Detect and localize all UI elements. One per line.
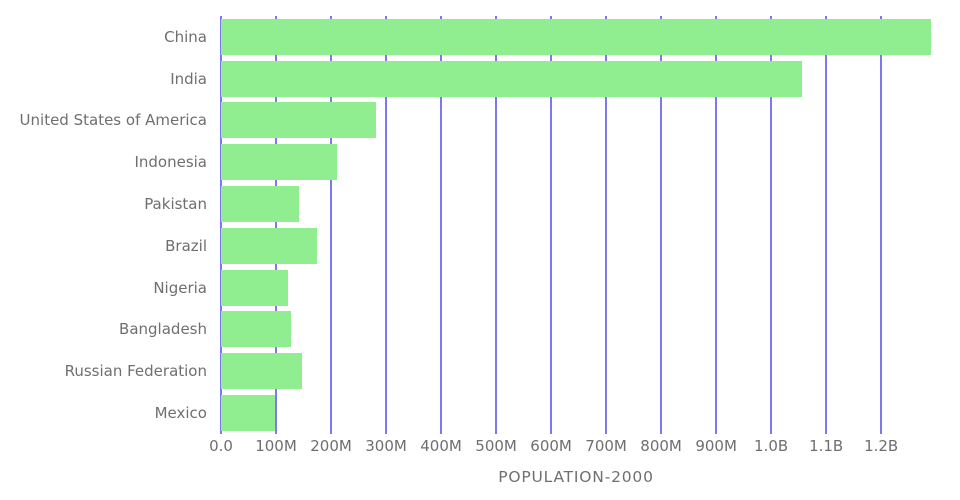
category-label: India xyxy=(170,69,207,88)
bar-row xyxy=(221,392,931,434)
category-label: Indonesia xyxy=(134,153,207,172)
gridline xyxy=(495,16,498,434)
x-tick-label: 900M xyxy=(695,437,737,455)
gridline xyxy=(220,16,222,434)
bar-row xyxy=(221,267,931,309)
bar-row xyxy=(221,16,931,58)
bar-row xyxy=(221,100,931,142)
gridline xyxy=(880,16,883,434)
category-label: Nigeria xyxy=(153,278,207,297)
bar-row xyxy=(221,309,931,351)
gridline xyxy=(605,16,608,434)
gridline xyxy=(825,16,828,434)
x-tick-label: 1.1B xyxy=(809,437,844,455)
gridline xyxy=(770,16,773,434)
category-label: Bangladesh xyxy=(119,320,207,339)
gridline xyxy=(275,16,277,434)
category-label: Brazil xyxy=(165,236,207,255)
category-label: Russian Federation xyxy=(64,362,207,381)
bar-row xyxy=(221,350,931,392)
category-label: Mexico xyxy=(154,404,207,423)
gridline xyxy=(330,16,333,434)
chart-title: POPULATION-2000 xyxy=(498,468,654,486)
x-tick-label: 1.0B xyxy=(754,437,789,455)
bar xyxy=(221,227,318,264)
bar xyxy=(221,395,276,432)
bar-row xyxy=(221,141,931,183)
category-labels: China India United States of America Indone… xyxy=(0,16,214,434)
bar-row xyxy=(221,225,931,267)
x-tick-label: 400M xyxy=(420,437,462,455)
bar xyxy=(221,269,289,306)
x-tick-label: 500M xyxy=(475,437,517,455)
bar xyxy=(221,353,302,390)
x-tick-label: 1.2B xyxy=(864,437,899,455)
x-tick-label: 300M xyxy=(365,437,407,455)
plot-area xyxy=(220,16,931,434)
bar-row xyxy=(221,58,931,100)
bar xyxy=(221,60,803,97)
bar xyxy=(221,144,338,181)
category-label: Pakistan xyxy=(144,195,207,214)
x-tick-label: 800M xyxy=(640,437,682,455)
category-label: China xyxy=(164,27,207,46)
gridline xyxy=(660,16,663,434)
bar xyxy=(221,186,300,223)
gridline xyxy=(550,16,553,434)
x-tick-label: 200M xyxy=(310,437,352,455)
gridline xyxy=(715,16,718,434)
category-label: United States of America xyxy=(19,111,207,130)
x-axis: 0.0 100M 200M 300M 400M 500M 600M 700M 800M 900M 1… xyxy=(209,437,931,455)
bar xyxy=(221,311,292,348)
x-tick-label: 600M xyxy=(530,437,572,455)
gridline xyxy=(385,16,388,434)
gridline xyxy=(440,16,443,434)
bar xyxy=(221,18,931,55)
x-tick-label: 0.0 xyxy=(209,437,233,455)
x-tick-label: 100M xyxy=(255,437,297,455)
x-tick-label: 700M xyxy=(585,437,627,455)
bar xyxy=(221,102,376,139)
bar-row xyxy=(221,183,931,225)
